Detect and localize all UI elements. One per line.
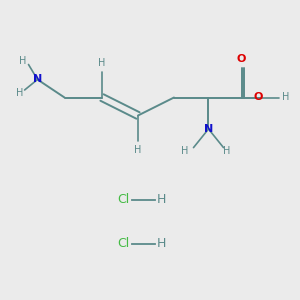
Text: H: H xyxy=(16,88,23,98)
Text: N: N xyxy=(204,124,213,134)
Text: H: H xyxy=(156,193,166,206)
Text: H: H xyxy=(134,145,142,155)
Text: O: O xyxy=(237,54,246,64)
Text: Cl: Cl xyxy=(117,193,129,206)
Text: H: H xyxy=(282,92,289,103)
Text: H: H xyxy=(156,237,166,250)
Text: N: N xyxy=(33,74,42,85)
Text: H: H xyxy=(224,146,231,156)
Text: Cl: Cl xyxy=(117,237,129,250)
Text: H: H xyxy=(20,56,27,67)
Text: H: H xyxy=(98,58,106,68)
Text: O: O xyxy=(253,92,263,103)
Text: H: H xyxy=(181,146,188,156)
